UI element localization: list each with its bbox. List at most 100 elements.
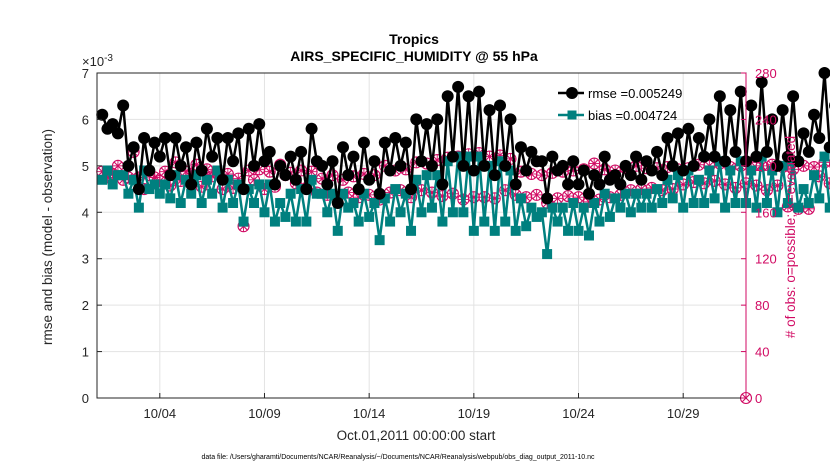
obs-point <box>588 157 601 170</box>
bias-point <box>693 174 704 185</box>
x-tick-label: 10/14 <box>353 406 386 421</box>
rmse-point <box>336 141 349 154</box>
rmse-point <box>760 145 773 158</box>
bias-point <box>107 179 118 190</box>
bias-point <box>280 211 291 222</box>
rmse-point <box>734 85 747 98</box>
left-axis-exponent: ×10-3 <box>82 53 113 69</box>
bias-point <box>568 198 579 208</box>
bias-point <box>317 188 328 199</box>
bias-point <box>761 198 772 208</box>
rmse-point <box>138 132 151 144</box>
bias-point <box>447 207 458 218</box>
rmse-point <box>598 150 611 163</box>
bias-point <box>421 170 432 181</box>
rmse-point <box>305 122 318 135</box>
rmse-point <box>96 108 109 121</box>
bias-point <box>725 165 736 176</box>
rmse-point <box>237 183 250 196</box>
rmse-point <box>221 132 234 144</box>
bias-point <box>468 225 479 236</box>
bias-point <box>416 207 427 218</box>
rmse-point <box>520 164 533 177</box>
bias-point <box>406 225 417 236</box>
rmse-point <box>347 150 360 163</box>
tick-layer: 0 1 2 3 4 5 6 7 0 40 80 120 160 200 240 280 10/04 10/09 10… <box>82 66 777 421</box>
bias-point <box>809 170 820 181</box>
rmse-point <box>698 150 711 163</box>
rmse-point <box>174 159 187 172</box>
rmse-point <box>352 183 365 196</box>
bias-point <box>709 193 720 204</box>
chart-subtitle: AIRS_SPECIFIC_HUMIDITY @ 55 hPa <box>290 48 538 64</box>
rmse-point <box>253 118 266 131</box>
rmse-point <box>342 169 355 182</box>
bias-point <box>369 198 380 208</box>
obs-point <box>530 188 543 201</box>
rmse-point <box>248 159 261 172</box>
rmse-point <box>316 159 329 172</box>
rmse-point <box>781 150 794 163</box>
bias-point <box>228 198 239 208</box>
bias-point <box>814 193 825 204</box>
rmse-point <box>446 150 459 163</box>
bias-point <box>583 230 594 241</box>
bias-point <box>479 216 490 227</box>
rmse-point <box>823 141 830 154</box>
rmse-point <box>656 169 669 182</box>
bias-point <box>678 202 689 213</box>
rmse-point <box>567 155 580 168</box>
bias-point <box>165 193 176 204</box>
rmse-point <box>630 150 643 163</box>
bias-point <box>133 202 144 213</box>
rmse-point <box>645 164 658 177</box>
bias-point <box>521 221 532 232</box>
rmse-point <box>258 155 271 168</box>
rmse-point <box>127 141 140 154</box>
legend-label-rmse: rmse =0.005249 <box>588 86 682 101</box>
bias-point <box>631 188 642 199</box>
rmse-point <box>504 113 517 126</box>
rmse-point <box>745 99 758 112</box>
bias-point <box>102 165 113 176</box>
rmse-point <box>331 197 344 209</box>
bias-point <box>641 188 652 199</box>
bias-point <box>704 165 715 176</box>
rmse-point <box>357 136 370 149</box>
rmse-point <box>562 178 575 191</box>
bias-point <box>646 202 657 213</box>
y-left-tick-label: 4 <box>82 205 89 220</box>
bias-point <box>217 202 228 213</box>
bias-point <box>97 174 108 185</box>
bias-point <box>437 216 448 227</box>
rmse-point <box>389 132 402 144</box>
rmse-point <box>148 136 161 149</box>
bias-point <box>819 151 830 162</box>
bias-point <box>489 225 500 236</box>
rmse-point <box>274 159 287 172</box>
rmse-point <box>661 132 674 144</box>
rmse-point <box>363 173 376 186</box>
bias-point <box>353 216 364 227</box>
rmse-point <box>122 159 135 172</box>
x-tick-label: 10/04 <box>144 406 177 421</box>
bias-point <box>599 188 610 199</box>
y-right-tick-label: 40 <box>755 345 769 360</box>
y-right-tick-label: 0 <box>755 391 762 406</box>
bias-point <box>154 188 165 199</box>
bias-point <box>238 216 249 227</box>
rmse-point <box>111 127 124 140</box>
obs-point <box>828 161 830 169</box>
bias-point <box>589 198 600 208</box>
bias-point <box>395 207 406 218</box>
y-right-tick-label: 160 <box>755 205 777 220</box>
bias-point <box>458 207 469 218</box>
y-left-tick-label: 3 <box>82 252 89 267</box>
bias-point <box>699 198 710 208</box>
rmse-point <box>666 159 679 172</box>
bias-point <box>573 225 584 236</box>
bias-point <box>426 202 437 213</box>
y-left-tick-label: 7 <box>82 66 89 81</box>
bias-point <box>207 188 218 199</box>
rmse-point <box>719 155 732 168</box>
